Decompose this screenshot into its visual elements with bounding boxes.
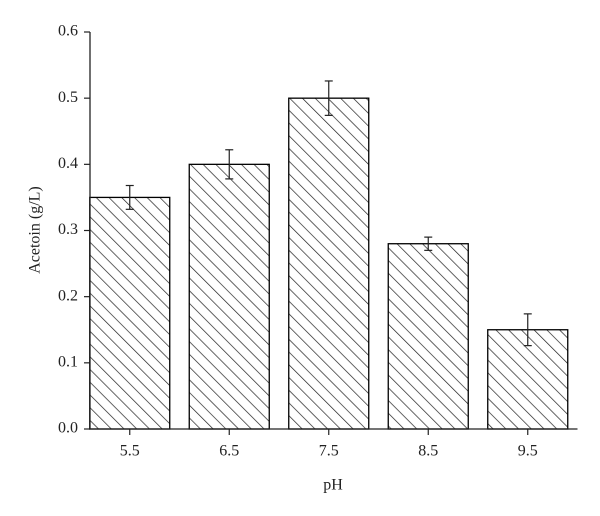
y-tick-label: 0.4	[58, 155, 78, 172]
bar	[89, 196, 171, 430]
y-tick-label: 0.2	[58, 287, 78, 304]
bar	[487, 329, 569, 430]
bar	[188, 163, 270, 430]
x-tick-label: 7.5	[319, 443, 339, 460]
error-bar	[125, 184, 134, 210]
x-tick-label: 6.5	[219, 443, 239, 460]
x-tick-label: 5.5	[120, 443, 140, 460]
bar	[288, 97, 370, 430]
error-bar	[324, 80, 333, 116]
bar	[387, 243, 469, 430]
y-tick-label: 0.0	[58, 420, 78, 437]
x-tick-label: 8.5	[418, 443, 438, 460]
error-bar	[523, 313, 532, 347]
y-tick-label: 0.6	[58, 23, 78, 40]
x-axis-label: pH	[323, 477, 343, 494]
y-tick-label: 0.5	[58, 89, 78, 106]
error-bar	[225, 149, 234, 180]
x-tick-label: 9.5	[518, 443, 538, 460]
y-tick-label: 0.1	[58, 354, 78, 371]
y-axis-label: Acetoin (g/L)	[27, 186, 44, 274]
y-tick-label: 0.3	[58, 221, 78, 238]
error-bar	[424, 236, 433, 251]
